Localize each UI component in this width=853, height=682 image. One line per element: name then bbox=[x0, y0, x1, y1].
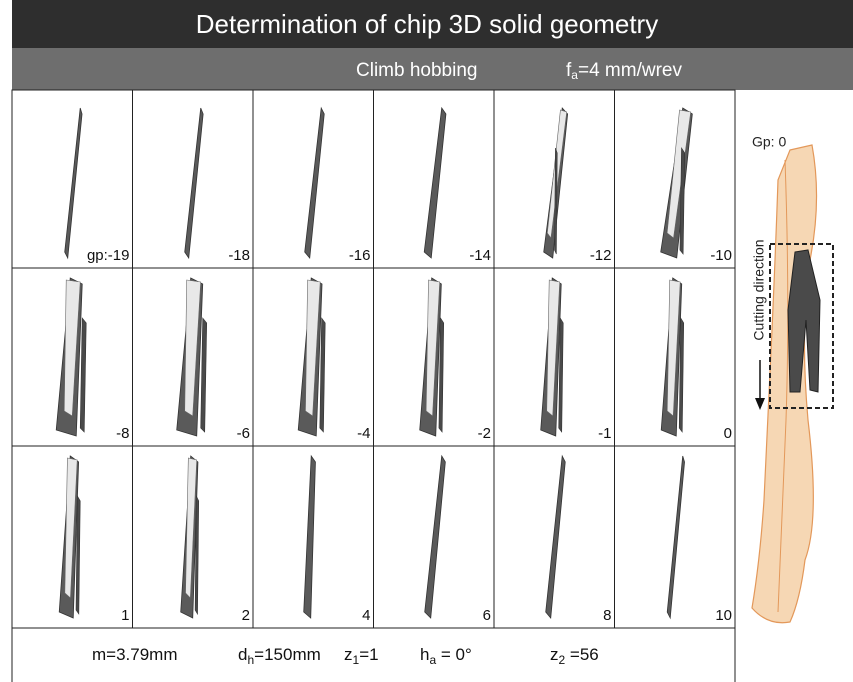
feed: fa=4 mm/wrev bbox=[566, 60, 682, 82]
panel-label: 6 bbox=[483, 607, 491, 624]
parameter-subscript: h bbox=[247, 653, 254, 667]
panel-label: 8 bbox=[603, 607, 611, 624]
parameter-text: =56 bbox=[565, 645, 599, 664]
panel-label: 1 bbox=[121, 607, 129, 624]
panel-label: 0 bbox=[724, 425, 732, 442]
panel-label: -18 bbox=[228, 247, 250, 264]
panel-label: 10 bbox=[715, 607, 732, 624]
method: Climb hobbing bbox=[356, 60, 477, 81]
arrow-label: Cutting direction bbox=[751, 239, 767, 340]
panel-label: 4 bbox=[362, 607, 370, 624]
panel-label: -6 bbox=[237, 425, 250, 442]
parameter-symbol: h bbox=[420, 645, 429, 664]
gear-tooth bbox=[752, 145, 817, 623]
panel-label: -16 bbox=[349, 247, 371, 264]
panel-label: -2 bbox=[478, 425, 491, 442]
arrow-head bbox=[755, 398, 765, 410]
panel-label: -4 bbox=[357, 425, 370, 442]
panel-label: -14 bbox=[469, 247, 491, 264]
parameter: m=3.79mm bbox=[92, 645, 178, 664]
parameter: dh=150mm bbox=[238, 645, 321, 667]
panel-label: -8 bbox=[116, 425, 129, 442]
panel-label: 2 bbox=[242, 607, 250, 624]
feed-text: =4 mm/wrev bbox=[578, 60, 682, 81]
parameter-text: =1 bbox=[359, 645, 378, 664]
parameter-text: m=3.79mm bbox=[92, 645, 178, 664]
panel-label: -10 bbox=[710, 247, 732, 264]
parameter-text: =150mm bbox=[254, 645, 321, 664]
panel-label: gp:-19 bbox=[87, 247, 130, 264]
parameter-symbol: z bbox=[344, 645, 353, 664]
parameter: z1=1 bbox=[344, 645, 379, 667]
figure: Determination of chip 3D solid geometry … bbox=[0, 0, 853, 682]
panel-label: -1 bbox=[598, 425, 611, 442]
side-panel: Gp: 0 Cutting direction bbox=[751, 134, 833, 623]
parameter: ha = 0° bbox=[420, 645, 472, 667]
parameter-symbol: z bbox=[550, 645, 559, 664]
parameter-symbol: d bbox=[238, 645, 247, 664]
parameter-text: = 0° bbox=[436, 645, 472, 664]
side-label: Gp: 0 bbox=[752, 134, 786, 150]
parameter: z2 =56 bbox=[550, 645, 599, 667]
panel-label: -12 bbox=[590, 247, 612, 264]
title: Determination of chip 3D solid geometry bbox=[196, 9, 658, 39]
